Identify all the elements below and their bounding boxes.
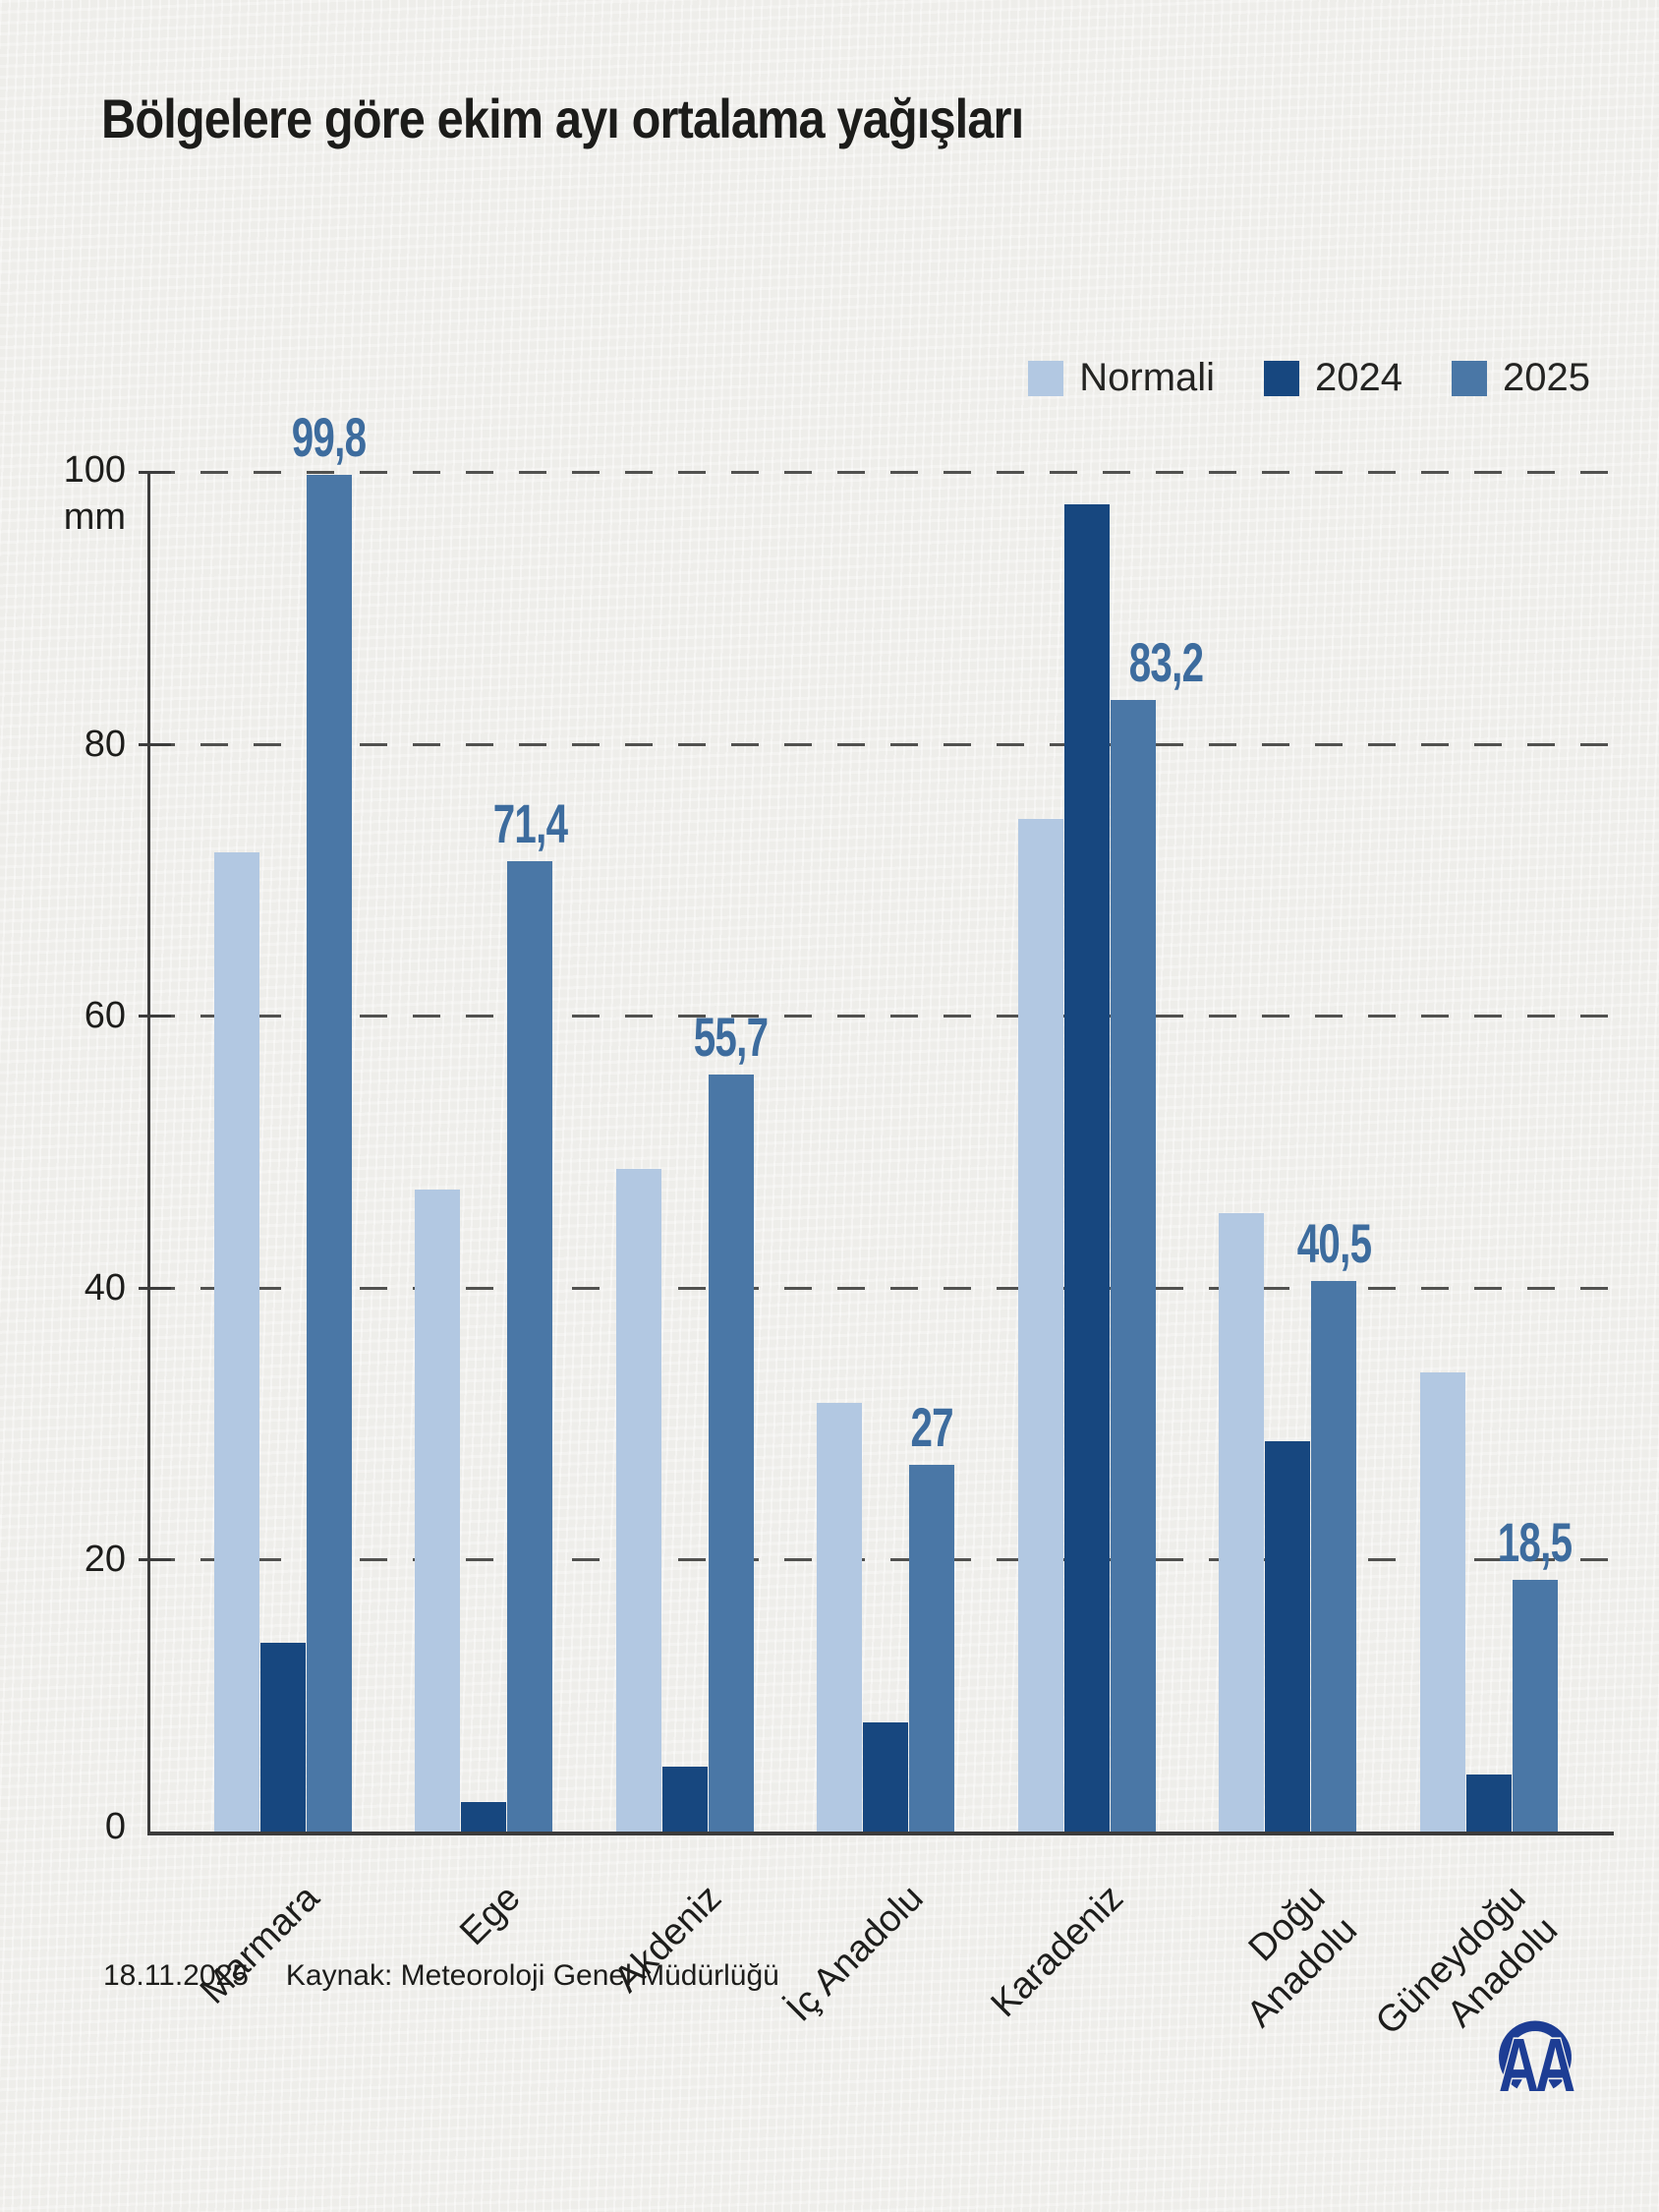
legend-item-2025: 2025	[1452, 356, 1590, 400]
value-label-text: 55,7	[693, 1005, 769, 1068]
bar-2025-karadeniz	[1110, 700, 1156, 1832]
logo-letters: AA	[1499, 2024, 1574, 2108]
x-category-label-line: Karadeniz	[983, 1877, 1132, 2026]
value-label-2025-karadeniz: 83,2	[1058, 631, 1275, 694]
x-category-label-line: İç Anadolu	[777, 1877, 932, 2030]
bar-2025-i-anadolu	[909, 1464, 954, 1832]
bar-2025-gneydou-anadolu	[1512, 1580, 1558, 1832]
value-label-2025-marmara: 99,8	[221, 405, 437, 468]
anadolu-agency-logo: AA	[1497, 2020, 1579, 2110]
value-label-text: 18,5	[1497, 1511, 1573, 1574]
value-label-2025-gneydou-anadolu: 18,5	[1427, 1511, 1643, 1574]
bar-normali-ege	[415, 1190, 460, 1832]
x-category-label-dou-anadolu: Doğu Anadolu	[1205, 1876, 1366, 2037]
value-label-text: 71,4	[492, 791, 567, 854]
footer-source: Kaynak: Meteoroloji Genel Müdürlüğü	[285, 1959, 779, 1992]
y-axis-unit: mm	[63, 496, 126, 538]
x-category-label-line: Ege	[452, 1877, 530, 1953]
y-tick-max: 100	[63, 449, 126, 491]
value-label-text: 40,5	[1296, 1211, 1371, 1274]
y-tick-label-0: 0	[104, 1806, 126, 1847]
bar-normali-karadeniz	[1017, 818, 1063, 1832]
footer-date: 18.11.2025	[103, 1959, 249, 1992]
tickmark-80	[139, 742, 171, 746]
bar-normali-akdeniz	[615, 1169, 661, 1832]
x-category-label-karadeniz: Karadeniz	[982, 1876, 1133, 2027]
legend-swatch-normali	[1028, 360, 1064, 396]
tickmark-60	[139, 1015, 171, 1019]
y-tick-label-60: 60	[84, 995, 126, 1037]
gridline-80	[147, 742, 1614, 746]
bar-2024-karadeniz	[1063, 504, 1110, 1832]
y-tick-label-20: 20	[84, 1539, 126, 1581]
gridline-40	[147, 1286, 1614, 1290]
tickmark-20	[139, 1558, 171, 1562]
value-label-text: 83,2	[1128, 631, 1204, 694]
bar-normali-dou-anadolu	[1219, 1212, 1264, 1832]
bar-2024-akdeniz	[661, 1766, 708, 1832]
bar-normali-marmara	[213, 852, 259, 1832]
y-tick-label-100: 100 mm	[0, 446, 126, 541]
bar-normali-i-anadolu	[817, 1403, 862, 1832]
value-label-text: 99,8	[291, 405, 367, 468]
y-tick-label-40: 40	[84, 1266, 126, 1309]
value-label-text: 27	[910, 1395, 953, 1458]
bar-2025-dou-anadolu	[1311, 1280, 1356, 1832]
gridline-20	[147, 1558, 1614, 1562]
chart-legend: Normali 2024 2025	[1028, 356, 1590, 400]
bar-2024-ege	[461, 1801, 506, 1832]
x-category-label-line: Marmara	[193, 1877, 328, 2012]
value-label-2025-dou-anadolu: 40,5	[1226, 1211, 1442, 1274]
bar-2025-ege	[507, 860, 552, 1832]
legend-label: Normali	[1079, 356, 1216, 399]
gridline-100	[147, 471, 1614, 474]
value-label-2025-ege: 71,4	[422, 791, 638, 854]
legend-label: 2024	[1315, 356, 1403, 399]
bar-2024-dou-anadolu	[1265, 1441, 1310, 1832]
legend-swatch-2024	[1264, 360, 1300, 396]
x-category-label-i-anadolu: İç Anadolu	[776, 1876, 932, 2031]
value-label-2025-akdeniz: 55,7	[623, 1005, 839, 1068]
x-category-label-ege: Ege	[451, 1876, 530, 1954]
x-category-label-marmara: Marmara	[192, 1876, 329, 2013]
bar-2024-i-anadolu	[863, 1722, 908, 1832]
legend-item-2024: 2024	[1264, 356, 1402, 400]
legend-label: 2025	[1503, 356, 1590, 399]
page-title: Bölgelere göre ekim ayı ortalama yağışla…	[101, 87, 1024, 149]
bar-2025-marmara	[306, 474, 352, 1832]
bar-2025-akdeniz	[708, 1074, 754, 1832]
tickmark-100	[139, 471, 171, 474]
bar-2024-gneydou-anadolu	[1465, 1774, 1512, 1832]
y-tick-label-80: 80	[84, 723, 126, 765]
bar-normali-gneydou-anadolu	[1419, 1371, 1465, 1832]
bar-2024-marmara	[259, 1642, 306, 1832]
logo-ring	[1499, 2020, 1572, 2089]
value-label-2025-i-anadolu: 27	[824, 1395, 1040, 1458]
footer: 18.11.2025 Kaynak: Meteoroloji Genel Müd…	[103, 1959, 779, 1993]
gridline-60	[147, 1015, 1614, 1019]
legend-swatch-2025	[1452, 360, 1488, 396]
tickmark-40	[139, 1286, 171, 1290]
legend-item-normali: Normali	[1028, 356, 1215, 400]
x-axis-line	[147, 1832, 1614, 1835]
y-axis-line	[147, 472, 150, 1834]
